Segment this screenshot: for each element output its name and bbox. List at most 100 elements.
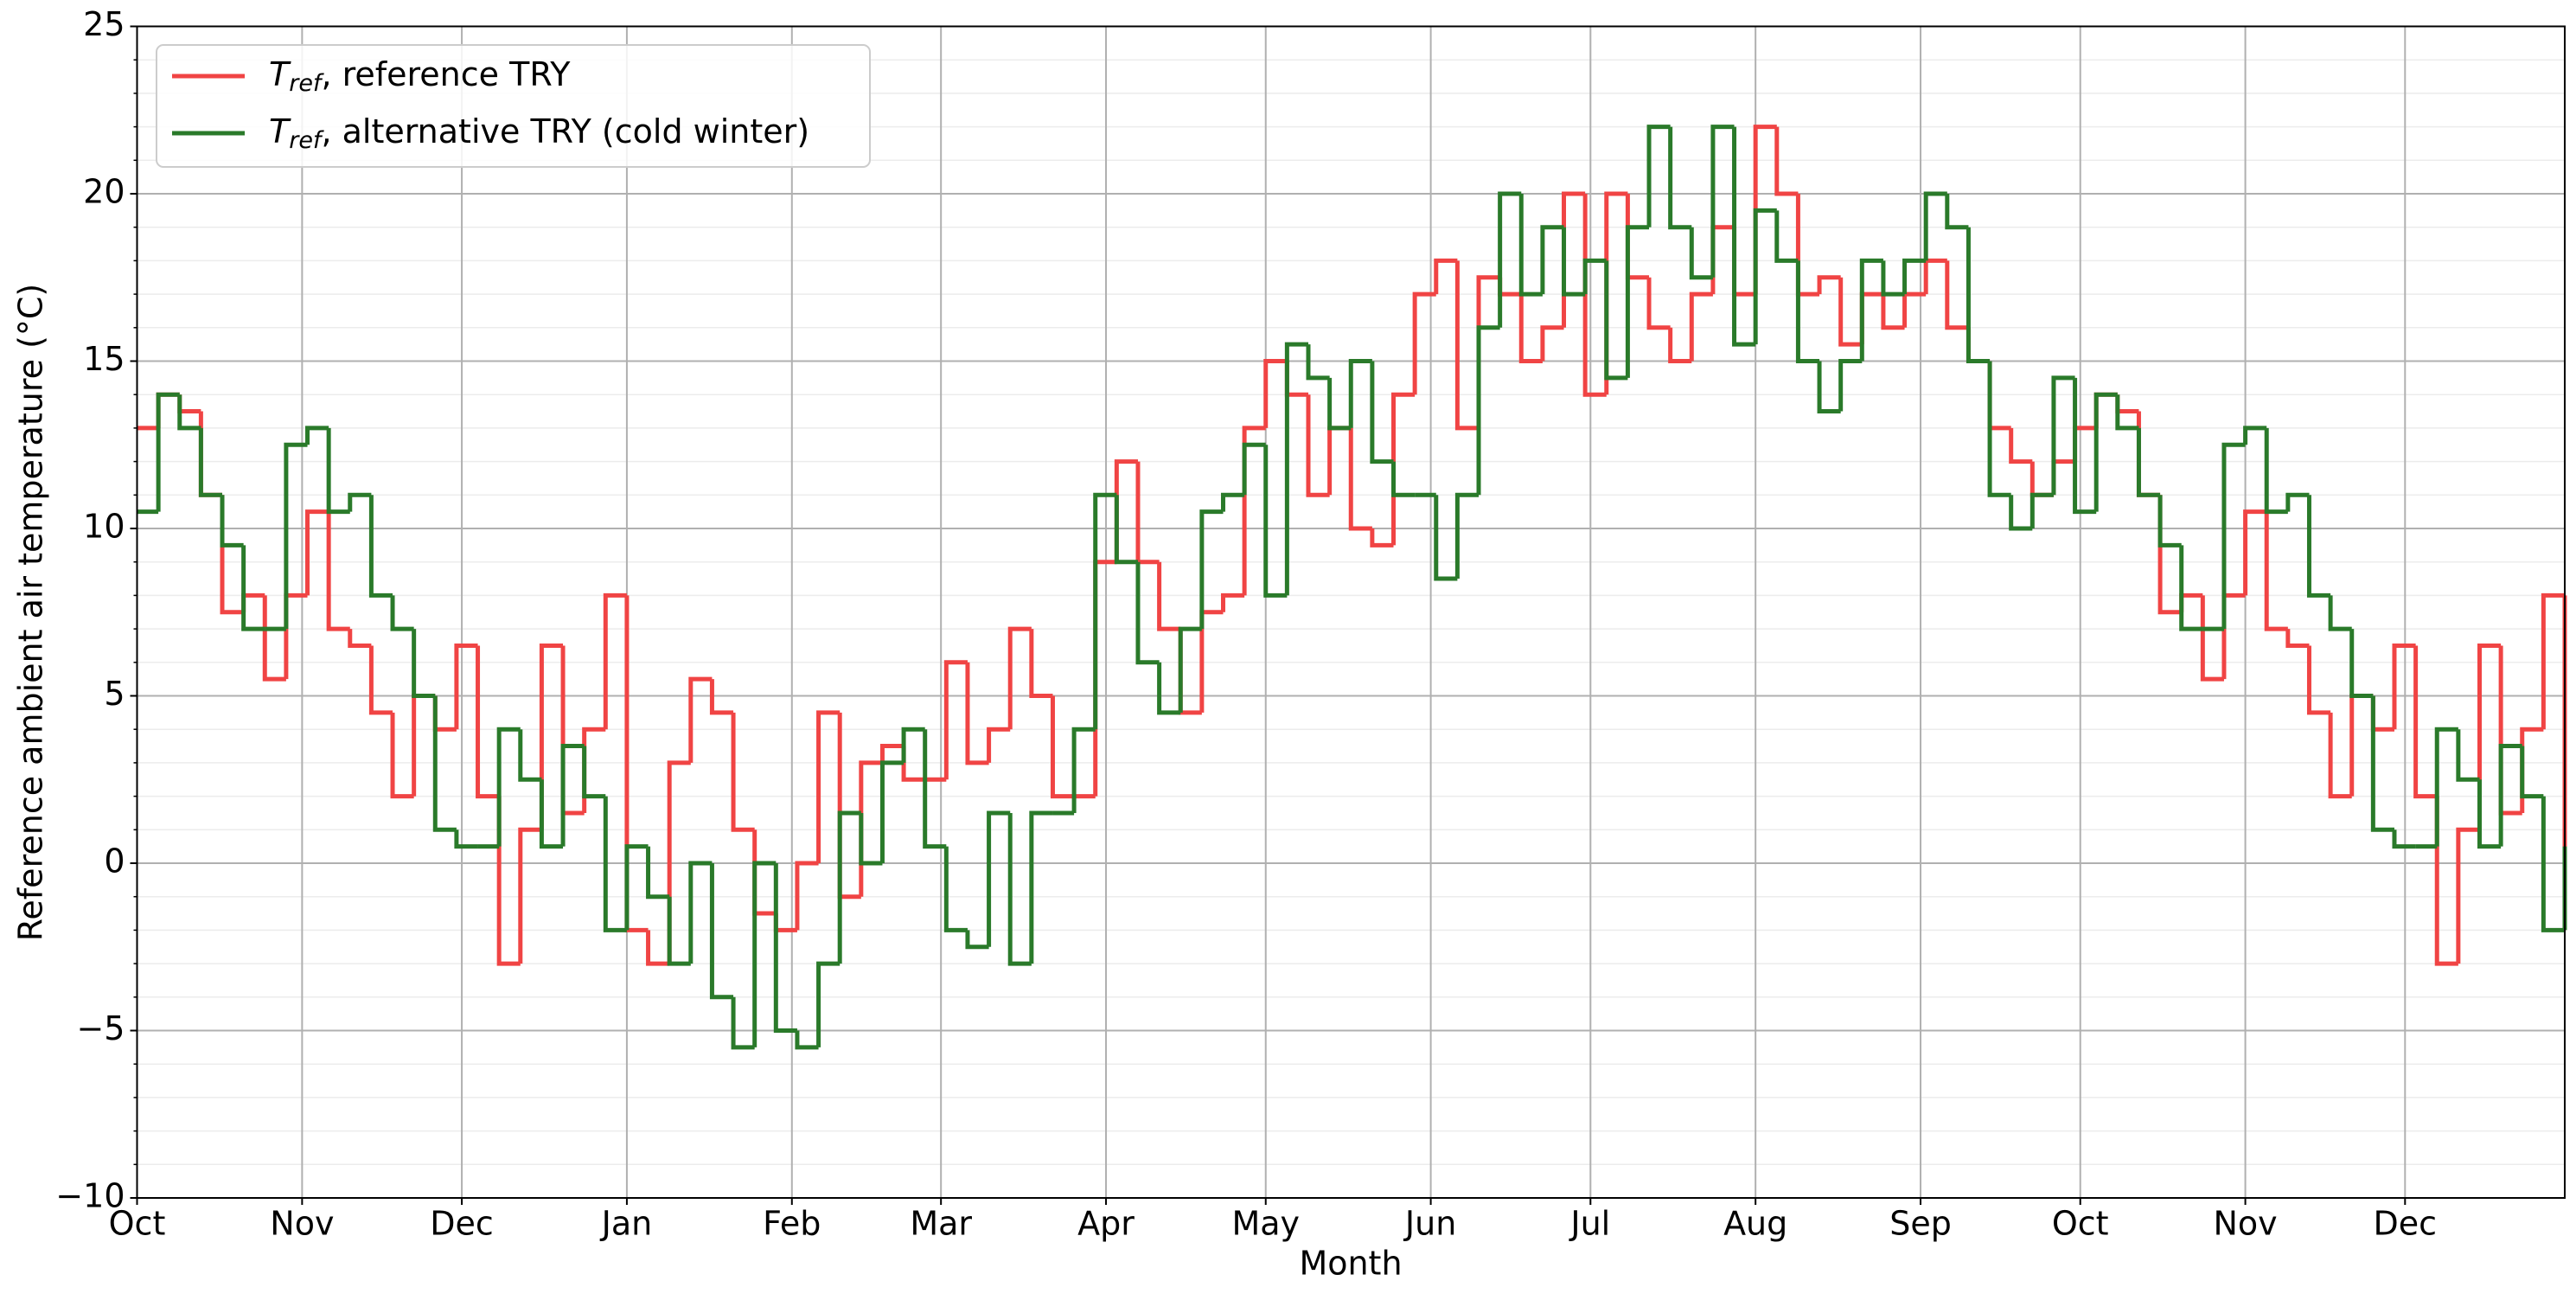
- step-segment: [2541, 592, 2565, 730]
- plot-frame: [136, 25, 2566, 1199]
- step-segment: [1774, 126, 1799, 196]
- step-segment: [1562, 227, 1586, 297]
- step-segment: [1604, 260, 1628, 381]
- step-segment: [2392, 829, 2416, 849]
- step-segment: [2029, 461, 2054, 497]
- step-segment: [1476, 275, 1500, 428]
- step-segment: [1838, 277, 1863, 347]
- x-tick-label: Apr: [1077, 1205, 1135, 1243]
- step-segment: [2051, 375, 2075, 496]
- step-segment: [326, 427, 350, 515]
- step-segment: [923, 729, 947, 849]
- step-segment: [177, 394, 201, 431]
- step-segment: [752, 861, 777, 1047]
- step-segment: [305, 426, 329, 445]
- step-segment: [2306, 495, 2331, 598]
- y-tick-label: 10: [83, 508, 125, 546]
- step-segment: [2029, 492, 2054, 528]
- step-segment: [2285, 492, 2310, 512]
- step-segment: [1178, 626, 1202, 713]
- step-segment: [795, 1030, 819, 1050]
- step-segment: [2179, 592, 2203, 612]
- step-segment: [284, 442, 308, 630]
- step-segment: [816, 710, 841, 863]
- step-segment: [220, 495, 244, 615]
- y-tick-label: 20: [83, 173, 125, 211]
- step-segment: [1582, 258, 1607, 295]
- step-segment: [390, 595, 414, 631]
- step-segment: [731, 996, 755, 1050]
- step-segment: [1923, 191, 1947, 261]
- step-segment: [348, 492, 372, 512]
- step-segment: [603, 796, 627, 932]
- step-segment: [943, 660, 968, 780]
- step-segment: [2264, 511, 2288, 631]
- step-segment: [624, 844, 649, 931]
- legend-symbol: T: [269, 112, 291, 150]
- step-segment: [1454, 492, 1480, 580]
- step-segment: [2413, 645, 2438, 799]
- step-segment: [1391, 392, 1416, 546]
- step-segment: [1306, 394, 1330, 497]
- step-segment: [2157, 495, 2182, 615]
- step-segment: [1007, 812, 1032, 966]
- step-segment: [2073, 377, 2097, 515]
- step-segment: [1945, 194, 1969, 230]
- x-tick-label: Feb: [763, 1205, 821, 1243]
- step-segment: [2456, 827, 2480, 964]
- step-segment: [2073, 426, 2097, 462]
- step-segment: [1220, 592, 1245, 612]
- step-segment: [1518, 294, 1543, 363]
- step-segment: [1412, 291, 1436, 395]
- step-segment: [1434, 495, 1458, 581]
- step-segment: [539, 643, 564, 830]
- step-segment: [859, 812, 883, 866]
- step-segment: [2434, 796, 2458, 966]
- x-tick-label: Sep: [1889, 1205, 1952, 1243]
- step-segment: [987, 810, 1011, 947]
- step-segment: [156, 392, 180, 512]
- legend-text: , alternative TRY (cold winter): [321, 112, 809, 150]
- legend-label: Tref, alternative TRY (cold winter): [269, 112, 809, 154]
- step-segment: [688, 861, 713, 964]
- step-segment: [2456, 729, 2480, 782]
- step-segment: [1050, 695, 1075, 799]
- step-segment: [1625, 194, 1650, 280]
- x-tick-label: Jul: [1569, 1205, 1610, 1243]
- step-segment: [1902, 291, 1927, 328]
- step-segment: [646, 846, 670, 900]
- step-segment: [539, 779, 564, 849]
- step-segment: [412, 694, 436, 797]
- step-segment: [879, 760, 904, 863]
- step-segment: [1518, 194, 1543, 297]
- step-segment: [454, 829, 478, 849]
- step-segment: [2115, 394, 2139, 431]
- step-segment: [1689, 227, 1713, 280]
- step-segment: [795, 861, 819, 931]
- step-segment: [198, 427, 223, 497]
- step-segment: [816, 961, 841, 1047]
- step-segment: [1625, 225, 1650, 378]
- step-segment: [1987, 361, 2011, 497]
- step-segment: [603, 592, 627, 730]
- step-segment: [1881, 260, 1905, 297]
- y-tick-label: 25: [83, 5, 125, 43]
- step-segment: [1114, 495, 1138, 565]
- step-segment: [709, 679, 734, 715]
- step-segment: [262, 595, 286, 682]
- plot-lines: [137, 125, 2567, 1050]
- step-segment: [1029, 629, 1053, 698]
- step-segment: [1646, 277, 1671, 330]
- legend-subscript: ref: [289, 70, 324, 97]
- step-segment: [2541, 796, 2565, 932]
- step-segment: [1689, 291, 1713, 362]
- step-segment: [1029, 810, 1053, 964]
- step-segment: [773, 913, 797, 932]
- step-segment: [1923, 258, 1947, 295]
- step-segment: [1391, 461, 1416, 497]
- step-segment: [1348, 359, 1372, 428]
- step-segment: [2520, 746, 2544, 799]
- step-segment: [1795, 260, 1820, 363]
- step-segment: [220, 495, 244, 548]
